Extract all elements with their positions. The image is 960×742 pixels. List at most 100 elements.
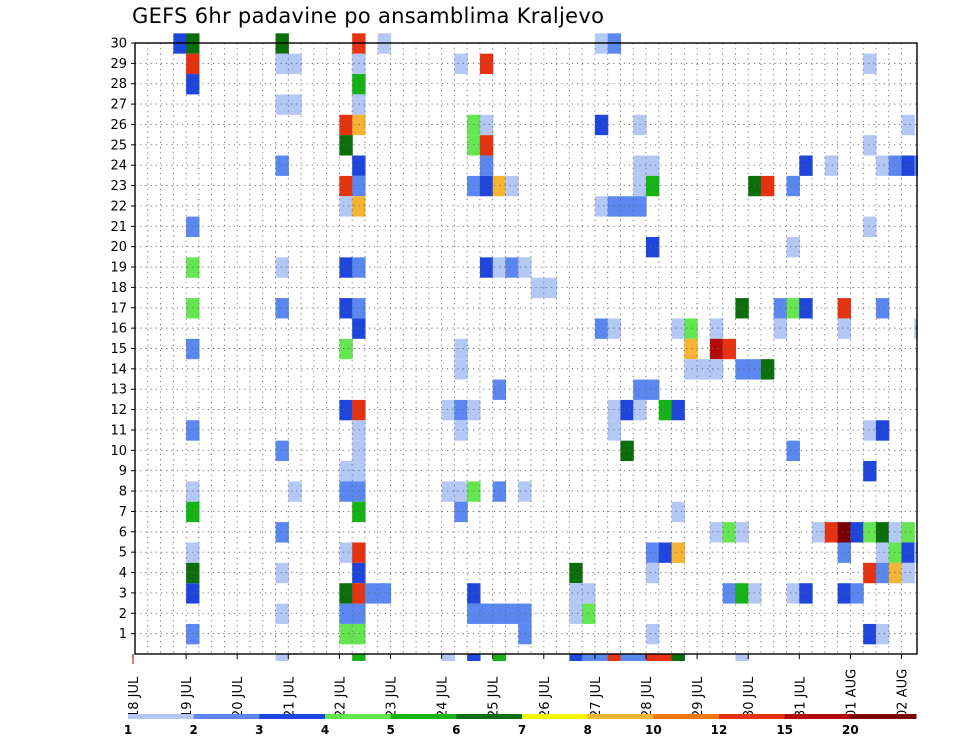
heatmap-cell xyxy=(275,440,289,462)
heatmap-cell xyxy=(671,501,685,523)
colorbar-label: 2 xyxy=(189,723,197,737)
heatmap-cell xyxy=(352,461,366,482)
heatmap-cell xyxy=(377,583,392,604)
y-tick-label: 1 xyxy=(119,627,127,642)
y-tick-label: 15 xyxy=(110,342,127,357)
heatmap-cell xyxy=(479,53,494,75)
y-tick-label: 6 xyxy=(119,525,127,540)
colorbar-segment xyxy=(653,714,720,719)
heatmap-cell xyxy=(773,318,788,339)
heatmap-cell xyxy=(646,175,660,197)
heatmap-cell xyxy=(684,338,698,360)
heatmap-cell xyxy=(837,318,852,339)
heatmap-cell xyxy=(863,623,877,645)
heatmap-cell xyxy=(339,399,353,421)
heatmap-cell xyxy=(454,53,468,75)
y-tick-label: 7 xyxy=(119,505,127,520)
y-tick-label: 29 xyxy=(110,57,127,72)
heatmap-cell xyxy=(722,583,737,604)
heatmap-cell xyxy=(352,74,366,95)
heatmap-cell xyxy=(275,298,289,319)
y-tick-label: 11 xyxy=(110,423,127,438)
y-tick-label: 24 xyxy=(110,159,127,174)
colorbar-label: 12 xyxy=(711,723,728,737)
heatmap-cell xyxy=(863,216,877,237)
heatmap-cell xyxy=(454,420,468,441)
heatmap-cell xyxy=(352,420,366,441)
heatmap-cell xyxy=(479,603,494,624)
heatmap-cell xyxy=(875,522,890,543)
x-tick-label: 30 JUL xyxy=(742,676,757,718)
heatmap-cell xyxy=(633,175,647,197)
heatmap-cell xyxy=(543,277,558,299)
colorbar-label: 6 xyxy=(452,723,460,737)
heatmap-cell xyxy=(760,175,775,197)
heatmap-cell xyxy=(288,53,302,75)
heatmap-cell xyxy=(684,318,698,339)
heatmap-cell xyxy=(837,542,852,563)
y-tick-label: 20 xyxy=(110,240,127,255)
heatmap-cell xyxy=(671,654,685,661)
heatmap-cell xyxy=(888,542,903,563)
heatmap-cell xyxy=(186,338,200,360)
heatmap-cell xyxy=(888,562,903,584)
heatmap-cell xyxy=(186,216,200,237)
colorbar-segment xyxy=(325,714,392,719)
heatmap-cell xyxy=(658,654,673,661)
heatmap-cell xyxy=(186,74,200,95)
heatmap-cell xyxy=(352,94,366,115)
heatmap-cell xyxy=(888,155,903,176)
y-tick-label: 5 xyxy=(119,546,127,561)
heatmap-cell xyxy=(454,338,468,360)
heatmap-cell xyxy=(709,318,724,339)
colorbar-label: 15 xyxy=(776,723,793,737)
y-tick-label: 23 xyxy=(110,179,127,194)
heatmap-cell xyxy=(339,298,353,319)
heatmap-cell xyxy=(658,542,673,563)
heatmap-cell xyxy=(607,654,622,661)
heatmap-cell xyxy=(339,542,353,563)
heatmap-cell xyxy=(339,114,353,136)
heatmap-cell xyxy=(812,522,826,543)
colorbar-label: 5 xyxy=(386,723,394,737)
heatmap-cell xyxy=(773,298,788,319)
heatmap-cell xyxy=(467,114,481,136)
heatmap-cell xyxy=(479,175,494,197)
heatmap-cell xyxy=(914,318,918,339)
heatmap-cell xyxy=(492,257,507,278)
heatmap-cell xyxy=(837,583,852,604)
heatmap-cell xyxy=(569,603,583,624)
heatmap-cell xyxy=(799,155,813,176)
heatmap-cell xyxy=(786,298,800,319)
heatmap-cell xyxy=(863,522,877,543)
heatmap-cell xyxy=(582,583,596,604)
heatmap-cell xyxy=(914,155,918,176)
x-tick-label: 25 JUL xyxy=(487,676,502,718)
heatmap-cell xyxy=(760,359,775,380)
heatmap-cell xyxy=(863,135,877,156)
heatmap-cell xyxy=(901,542,915,563)
heatmap-cell xyxy=(505,175,519,197)
heatmap-cell xyxy=(748,583,762,604)
heatmap-cell xyxy=(620,654,634,661)
heatmap-cell xyxy=(352,440,366,462)
heatmap-cell xyxy=(863,461,877,482)
heatmap-cell xyxy=(875,420,890,441)
y-tick-label: 8 xyxy=(119,485,127,500)
heatmap-cell xyxy=(352,53,366,75)
heatmap-cell xyxy=(646,623,660,645)
heatmap-cell xyxy=(722,522,737,543)
heatmap-cell xyxy=(594,318,609,339)
x-tick-label: 27 JUL xyxy=(589,676,604,718)
y-tick-label: 30 xyxy=(110,37,127,52)
heatmap-cell xyxy=(620,440,634,462)
heatmap-cell xyxy=(352,298,366,319)
heatmap-cell xyxy=(339,257,353,278)
y-tick-label: 12 xyxy=(110,403,127,418)
y-tick-label: 2 xyxy=(119,607,127,622)
heatmap-cell xyxy=(275,94,289,115)
heatmap-cell xyxy=(518,603,532,624)
heatmap-cell xyxy=(275,53,289,75)
heatmap-cell xyxy=(492,603,507,624)
